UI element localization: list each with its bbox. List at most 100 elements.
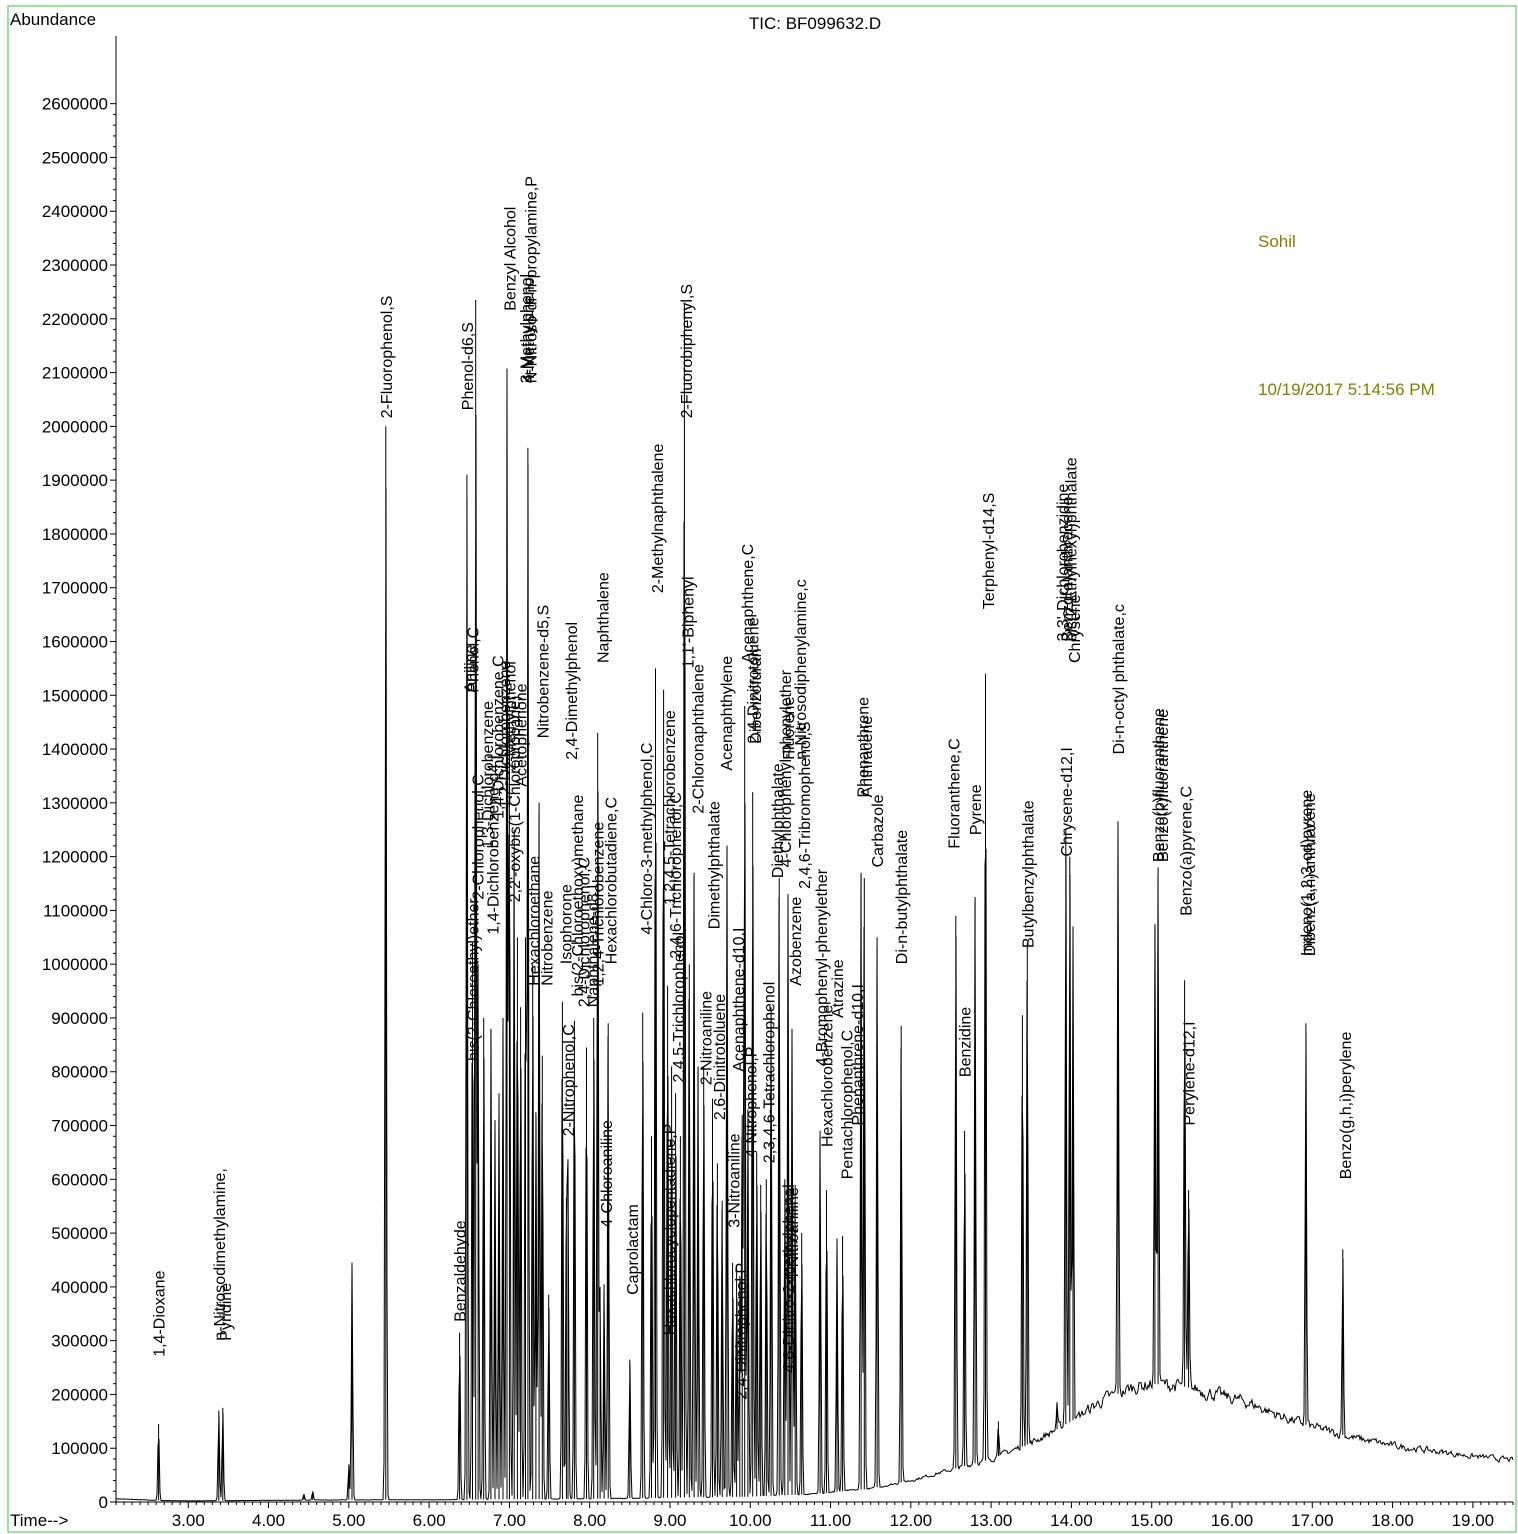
peak-label: Azobenzene bbox=[788, 897, 805, 986]
y-axis-title: Abundance bbox=[10, 10, 96, 29]
y-tick-label: 2400000 bbox=[42, 202, 108, 221]
x-tick-label: 6.00 bbox=[413, 1511, 446, 1530]
peak-label: 2-Chlorophenol,C bbox=[470, 774, 487, 899]
peak-label: Caprolactam bbox=[625, 1204, 642, 1295]
peak-label: Fluorene bbox=[781, 697, 798, 760]
peak-label: 2,4,6-Trichlorophenol,C bbox=[668, 792, 685, 959]
peak-label: 2-Nitroaniline bbox=[698, 991, 715, 1085]
y-tick-label: 1700000 bbox=[42, 579, 108, 598]
peak-label: 2,4-Dimethylphenol bbox=[564, 622, 581, 760]
peak-label: Phenanthrene-d10,I bbox=[850, 984, 867, 1125]
peak-label: 2,6-Dinitrotoluene bbox=[712, 994, 729, 1120]
y-tick-label: 2300000 bbox=[42, 256, 108, 275]
peak-label: Benzaldehyde bbox=[453, 1220, 470, 1322]
peak-label: Fluoranthene,C bbox=[946, 738, 963, 848]
x-tick-label: 19.00 bbox=[1452, 1511, 1495, 1530]
peak-label: Terphenyl-d14,S bbox=[981, 493, 998, 610]
peak-label: Atrazine bbox=[830, 959, 847, 1018]
chart-frame bbox=[7, 5, 1517, 1533]
peak-label: Phenanthrene bbox=[856, 697, 873, 798]
peak-label: Phenol,C bbox=[466, 627, 483, 693]
peak-label: 2,3,4,6-Tetrachlorophenol bbox=[762, 982, 779, 1163]
y-tick-label: 600000 bbox=[51, 1170, 108, 1189]
peak-label: 2,4,5-Trichlorophenol bbox=[671, 932, 688, 1083]
operator-annotation: Sohil bbox=[1258, 232, 1296, 251]
y-tick-label: 2500000 bbox=[42, 148, 108, 167]
peak-label: n-Nitrosodimethylamine, bbox=[212, 1168, 229, 1341]
peak-label: Hexachloroethane bbox=[527, 856, 544, 986]
x-tick-label: 10.00 bbox=[729, 1511, 772, 1530]
peak-labels: 1,4-Dioxane n-Nitrosodimethylamine,Pyridi… bbox=[152, 176, 1356, 1400]
peak-label: Aniline bbox=[462, 644, 479, 692]
peak-label: Butylbenzylphthalate bbox=[1020, 800, 1037, 948]
peak-label: Carbazole bbox=[870, 794, 887, 867]
peak-label: 4-Bromophenyl-phenylether bbox=[814, 868, 831, 1066]
y-tick-label: 1800000 bbox=[42, 525, 108, 544]
y-tick-label: 2200000 bbox=[42, 310, 108, 329]
peak-label: Naphthalene-d8,I bbox=[585, 884, 602, 1007]
peak-label: Benzyl Alcohol bbox=[502, 207, 519, 311]
peak-label: Hexachlorobutadiene,C bbox=[604, 797, 621, 964]
peak-label: 4-Nitrophenol,P bbox=[743, 1047, 760, 1158]
y-tick-label: 1600000 bbox=[42, 632, 108, 651]
tic-trace bbox=[115, 300, 1514, 1502]
peak-label: 2,4-Dichlorophenol,C bbox=[576, 857, 593, 1007]
peak-label: 3-Nitroaniline bbox=[726, 1133, 743, 1227]
y-tick-label: 1100000 bbox=[43, 901, 108, 920]
y-tick-label: 2600000 bbox=[42, 95, 108, 114]
x-tick-label: 5.00 bbox=[332, 1511, 365, 1530]
peak-label: 2-Nitrophenol,C bbox=[561, 1024, 578, 1136]
x-tick-label: 11.00 bbox=[810, 1511, 851, 1530]
peak-label: 2,2'-oxybis(1-Chloropropane) bbox=[507, 696, 524, 903]
y-tick-label: 1300000 bbox=[42, 794, 108, 813]
peak-label: 2,4-Dinitrophenol,P bbox=[734, 1263, 751, 1400]
y-tick-label: 800000 bbox=[51, 1063, 108, 1082]
y-tick-label: 200000 bbox=[51, 1385, 108, 1404]
y-tick-label: 1400000 bbox=[42, 740, 108, 759]
peak-label: 2,4,6-Tribromophenol,S bbox=[797, 721, 814, 889]
peak-label: Anthracene bbox=[859, 716, 876, 798]
x-tick-label: 17.00 bbox=[1291, 1511, 1334, 1530]
peak-label: Nitrobenzene-d5,S bbox=[535, 605, 552, 738]
peak-label: 1,1'-Biphenyl bbox=[681, 576, 698, 668]
timestamp-annotation: 10/19/2017 5:14:56 PM bbox=[1258, 380, 1435, 399]
peak-label: 1,2,4-Trichlorobenzene bbox=[591, 822, 608, 986]
x-tick-label: 18.00 bbox=[1371, 1511, 1414, 1530]
x-tick-label: 13.00 bbox=[970, 1511, 1013, 1530]
x-tick-label: 8.00 bbox=[573, 1511, 606, 1530]
peak-label: 1,4-Dioxane bbox=[152, 1270, 169, 1356]
peak-label: 2-Methylnaphthalene bbox=[650, 444, 667, 594]
x-axis-title: Time--> bbox=[10, 1511, 68, 1530]
peak-label: Benzo(g,h,i)perylene bbox=[1338, 1032, 1355, 1180]
peak-label: Pyrene bbox=[968, 784, 985, 835]
peak-label: 1,4-Dichlorobenzene,C bbox=[490, 655, 507, 819]
peak-label: Di-n-butylphthalate bbox=[894, 830, 911, 964]
peak-label: 3,3'-Dichlorobenzidine bbox=[1055, 484, 1072, 642]
x-axis-ticks: 3.00 4.00 5.00 6.00 7.00 8.00 9.00 10.00 11.00 12… bbox=[115, 1502, 1514, 1530]
y-tick-label: 1000000 bbox=[42, 955, 108, 974]
y-tick-label: 1200000 bbox=[42, 848, 108, 867]
x-tick-label: 12.00 bbox=[890, 1511, 933, 1530]
peak-label: Acenaphthene-d10,I bbox=[731, 928, 748, 1072]
peak-label: bis(2-Chloroethyl)ether bbox=[466, 898, 483, 1061]
peak-label: 4-Chlorophenyl-phenylether bbox=[778, 669, 795, 867]
peak-label: Phenol-d6,S bbox=[460, 322, 477, 410]
x-tick-label: 14.00 bbox=[1050, 1511, 1093, 1530]
peak-label: Pyridine bbox=[218, 1283, 235, 1341]
x-tick-label: 16.00 bbox=[1211, 1511, 1254, 1530]
peak-label: Hexachlorobenzene bbox=[820, 1005, 837, 1147]
y-tick-label: 2000000 bbox=[42, 417, 108, 436]
y-tick-label: 1500000 bbox=[42, 686, 108, 705]
peak-label: Benzo(k)fluoranthene bbox=[1155, 709, 1172, 862]
x-tick-label: 15.00 bbox=[1130, 1511, 1173, 1530]
y-tick-label: 500000 bbox=[51, 1224, 108, 1243]
peak-label: 2-Methylphenol bbox=[502, 661, 519, 770]
peak-label: 2-Fluorobiphenyl,S bbox=[679, 284, 696, 418]
y-tick-label: 900000 bbox=[51, 1009, 108, 1028]
x-tick-label: 4.00 bbox=[252, 1511, 285, 1530]
peak-label: 4,6-Dinitro-2-methylphenol bbox=[781, 1184, 798, 1373]
peak-label: Dibenzofuran bbox=[748, 649, 765, 744]
peak-label: 1,2-Dichlorobenzene bbox=[497, 660, 514, 808]
y-tick-label: 300000 bbox=[51, 1332, 108, 1351]
peak-label: 1,4-Dichlorobenzene-d4,I bbox=[486, 755, 503, 935]
